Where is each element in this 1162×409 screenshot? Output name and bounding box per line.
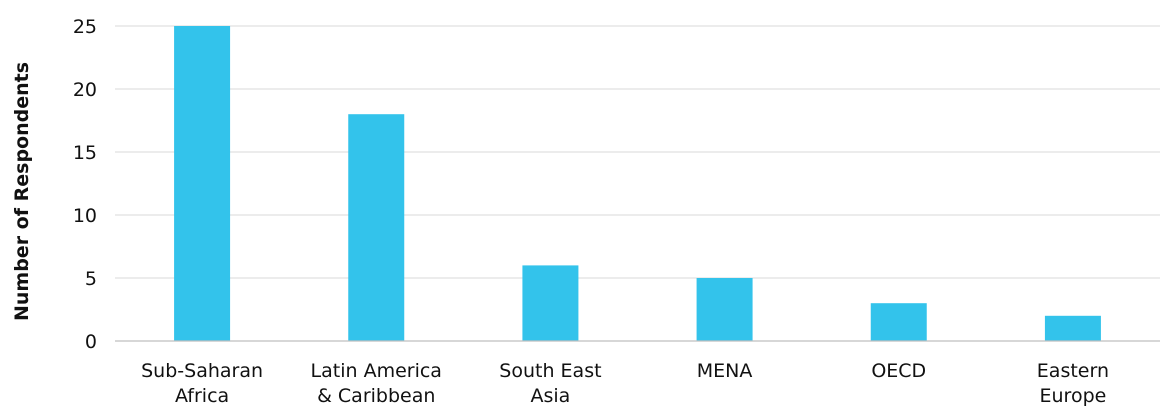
y-tick-label: 25 bbox=[73, 16, 97, 38]
x-axis-labels: Sub-Saharan Africa Latin America & Caribbea… bbox=[141, 360, 1109, 407]
y-tick-label: 0 bbox=[85, 331, 97, 353]
x-category-label-line: South East bbox=[499, 360, 601, 382]
y-tick-label: 20 bbox=[73, 79, 97, 101]
x-category-label-line: Latin America bbox=[311, 360, 442, 382]
bar bbox=[348, 114, 405, 341]
x-category-label: Eastern Europe bbox=[1037, 360, 1109, 407]
y-axis-title: Number of Respondents bbox=[11, 62, 33, 321]
bar bbox=[522, 265, 579, 341]
x-category-label-line: Sub-Saharan bbox=[141, 360, 263, 382]
x-category-label: Sub-Saharan Africa bbox=[141, 360, 263, 407]
x-category-label-line: Eastern bbox=[1037, 360, 1109, 382]
x-category-label-line: Asia bbox=[531, 385, 571, 407]
y-tick-label: 15 bbox=[73, 142, 97, 164]
x-category-label-line: OECD bbox=[871, 360, 926, 382]
bar bbox=[870, 303, 927, 341]
bar bbox=[696, 278, 753, 341]
bar bbox=[174, 26, 231, 341]
y-tick-label: 10 bbox=[73, 205, 97, 227]
y-tick-label: 5 bbox=[85, 268, 97, 290]
bar bbox=[1044, 315, 1101, 341]
x-category-label: OECD bbox=[871, 360, 926, 382]
x-category-label-line: Africa bbox=[175, 385, 229, 407]
x-category-label-line: Europe bbox=[1040, 385, 1107, 407]
x-category-label-line: & Caribbean bbox=[317, 385, 435, 407]
x-category-label: MENA bbox=[697, 360, 753, 382]
x-category-label: Latin America & Caribbean bbox=[311, 360, 442, 407]
x-category-label-line: MENA bbox=[697, 360, 753, 382]
gridlines bbox=[115, 25, 1160, 279]
bars bbox=[174, 26, 1101, 341]
x-category-label: South East Asia bbox=[499, 360, 601, 407]
y-axis-ticks: 0 5 10 15 20 25 bbox=[73, 16, 97, 353]
